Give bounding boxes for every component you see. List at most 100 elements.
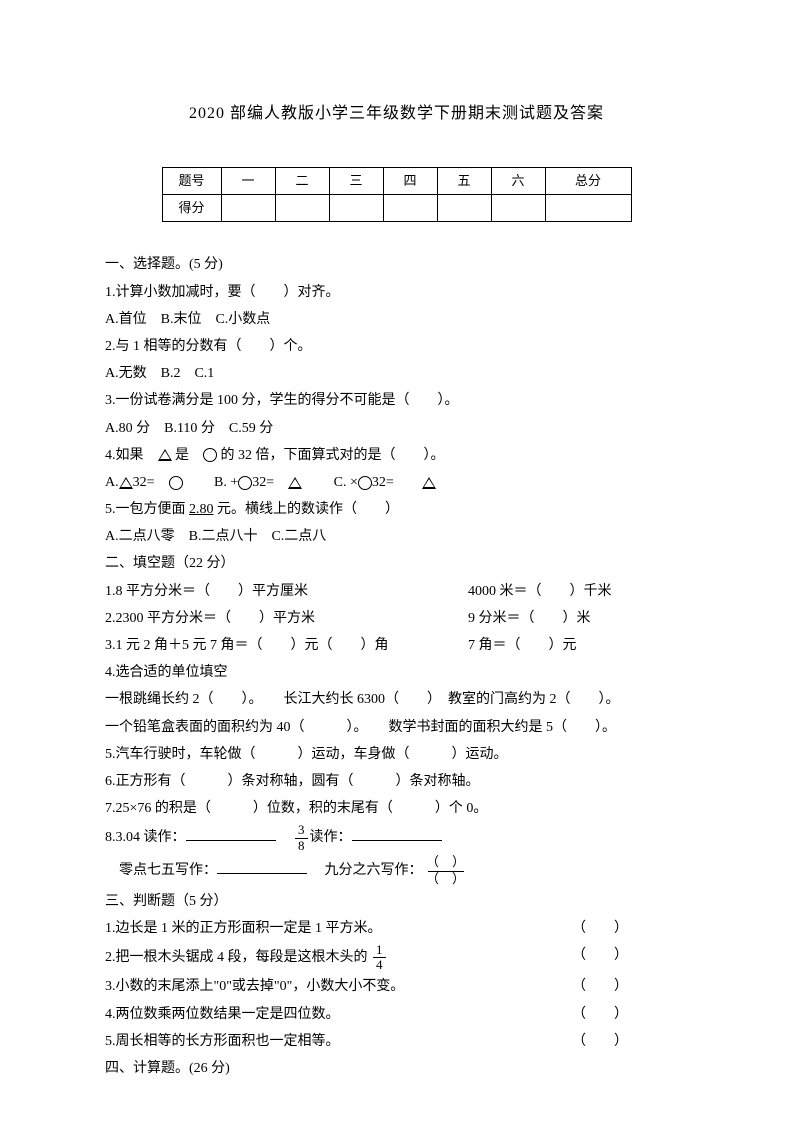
- fraction-blank-bot: （ ）: [426, 872, 465, 886]
- score-cell: [437, 195, 491, 222]
- text-part: 4.两位数乘两位数结果一定是四位数。: [105, 1007, 340, 1022]
- score-cell: [221, 195, 275, 222]
- page-title: 2020 部编人教版小学三年级数学下册期末测试题及答案: [105, 100, 688, 127]
- text-part: 1.8 平方分米＝（ ）平方厘米: [105, 579, 308, 604]
- question-text: 3.一份试卷满分是 100 分，学生的得分不可能是（ ）。: [105, 388, 688, 413]
- question-text: 2.把一根木头锯成 4 段，每段是这根木头的 14 （ ）: [105, 943, 688, 973]
- options-text: A.首位 B.末位 C.小数点: [105, 307, 688, 332]
- text-part: 零点七五写作：: [119, 863, 217, 878]
- fraction-num: 1: [373, 943, 386, 958]
- fraction-den: 4: [373, 958, 386, 972]
- header-cell: 一: [221, 168, 275, 195]
- question-text: 7.25×76 的积是（ ）位数，积的末尾有（ ）个 0。: [105, 796, 688, 821]
- fraction-num: 3: [295, 823, 308, 838]
- table-row: 得分: [162, 195, 631, 222]
- header-cell: 三: [329, 168, 383, 195]
- section-2: 二、填空题（22 分） 1.8 平方分米＝（ ）平方厘米 4000 米＝（ ）千…: [105, 551, 688, 886]
- text-part: 读作：: [310, 830, 352, 845]
- triangle-icon: [119, 477, 133, 489]
- text-part: A.: [105, 475, 119, 490]
- text-part: 32=: [372, 475, 408, 490]
- triangle-icon: [422, 477, 436, 489]
- text-part: 2.2300 平方分米＝（ ）平方米: [105, 606, 315, 631]
- text-part: 32=: [252, 475, 288, 490]
- question-text: 4.如果 是 的 32 倍，下面算式对的是（ ）。: [105, 443, 688, 468]
- triangle-icon: [158, 449, 172, 461]
- text-part: 九分之六写作：: [325, 863, 423, 878]
- section-heading: 三、判断题（5 分）: [105, 889, 688, 914]
- score-cell: [275, 195, 329, 222]
- text-part: 5.一包方便面: [105, 502, 189, 517]
- text-part: 9 分米＝（ ）米: [468, 606, 688, 631]
- text-part: B. +: [186, 475, 238, 490]
- score-cell: [329, 195, 383, 222]
- circle-icon: [238, 476, 252, 490]
- header-cell: 总分: [545, 168, 631, 195]
- question-text: 一个铅笔盒表面的面积约为 40（ ）。 数学书封面的面积大约是 5（ ）。: [105, 715, 688, 740]
- judge-blank: （ ）: [572, 916, 628, 941]
- score-table: 题号 一 二 三 四 五 六 总分 得分: [162, 167, 632, 222]
- question-text: 6.正方形有（ ）条对称轴，圆有（ ）条对称轴。: [105, 769, 688, 794]
- question-text: 4.两位数乘两位数结果一定是四位数。 （ ）: [105, 1002, 688, 1027]
- text-part: 4.如果: [105, 448, 158, 463]
- text-part: 8.3.04 读作：: [105, 830, 186, 845]
- header-cell: 题号: [162, 168, 221, 195]
- fraction-blank: （ ） （ ）: [426, 855, 465, 887]
- text-part: 4000 米＝（ ）千米: [468, 579, 688, 604]
- score-cell: [545, 195, 631, 222]
- fraction-den: 8: [295, 839, 308, 853]
- section-4: 四、计算题。(26 分): [105, 1056, 688, 1081]
- triangle-icon: [288, 477, 302, 489]
- text-part: 的 32 倍，下面算式对的是（ ）。: [221, 448, 445, 463]
- section-1: 一、选择题。(5 分) 1.计算小数加减时，要（ ）对齐。 A.首位 B.末位 …: [105, 252, 688, 549]
- options-text: A.二点八零 B.二点八十 C.二点八: [105, 524, 688, 549]
- text-part: 是: [175, 448, 203, 463]
- row-label-cell: 得分: [162, 195, 221, 222]
- question-text: 2.与 1 相等的分数有（ ）个。: [105, 334, 688, 359]
- question-text: 4.选合适的单位填空: [105, 660, 688, 685]
- header-cell: 二: [275, 168, 329, 195]
- text-part: 3.1 元 2 角＋5 元 7 角＝（ ）元（ ）角: [105, 633, 389, 658]
- header-cell: 四: [383, 168, 437, 195]
- fraction-blank-top: （ ）: [426, 855, 465, 869]
- judge-blank: （ ）: [572, 1002, 628, 1027]
- options-text: A.80 分 B.110 分 C.59 分: [105, 416, 688, 441]
- question-text: 2.2300 平方分米＝（ ）平方米 9 分米＝（ ）米: [105, 606, 688, 631]
- blank-line: [352, 825, 442, 841]
- circle-icon: [358, 476, 372, 490]
- text-part: C. ×: [306, 475, 358, 490]
- question-text: 一根跳绳长约 2（ ）。 长江大约长 6300（ ） 教室的门高约为 2（ ）。: [105, 687, 688, 712]
- question-text: 5.周长相等的长方形面积也一定相等。 （ ）: [105, 1029, 688, 1054]
- judge-blank: （ ）: [572, 943, 628, 968]
- question-text: 1.8 平方分米＝（ ）平方厘米 4000 米＝（ ）千米: [105, 579, 688, 604]
- header-cell: 五: [437, 168, 491, 195]
- score-cell: [491, 195, 545, 222]
- blank-line: [217, 858, 307, 874]
- question-text: 5.一包方便面 2.80 元。横线上的数读作（ ）: [105, 497, 688, 522]
- question-text: 8.3.04 读作： 38读作：: [105, 823, 688, 853]
- score-cell: [383, 195, 437, 222]
- circle-icon: [169, 476, 183, 490]
- question-text: 5.汽车行驶时，车轮做（ ）运动，车身做（ ）运动。: [105, 742, 688, 767]
- options-text: A.无数 B.2 C.1: [105, 361, 688, 386]
- header-cell: 六: [491, 168, 545, 195]
- table-row: 题号 一 二 三 四 五 六 总分: [162, 168, 631, 195]
- section-heading: 一、选择题。(5 分): [105, 252, 688, 277]
- text-part: 3.小数的末尾添上"0"或去掉"0"，小数大小不变。: [105, 979, 404, 994]
- judge-blank: （ ）: [572, 1029, 628, 1054]
- fraction: 38: [295, 823, 308, 853]
- question-text: 1.边长是 1 米的正方形面积一定是 1 平方米。 （ ）: [105, 916, 688, 941]
- fraction: 14: [373, 943, 386, 973]
- blank-line: [186, 825, 276, 841]
- circle-icon: [203, 448, 217, 462]
- section-3: 三、判断题（5 分） 1.边长是 1 米的正方形面积一定是 1 平方米。 （ ）…: [105, 889, 688, 1055]
- text-part: 7 角＝（ ）元: [468, 633, 688, 658]
- text-part: 1.边长是 1 米的正方形面积一定是 1 平方米。: [105, 921, 382, 936]
- section-heading: 二、填空题（22 分）: [105, 551, 688, 576]
- question-text: 1.计算小数加减时，要（ ）对齐。: [105, 280, 688, 305]
- options-text: A.32= B. +32= C. ×32=: [105, 470, 688, 495]
- judge-blank: （ ）: [572, 974, 628, 999]
- section-heading: 四、计算题。(26 分): [105, 1056, 688, 1081]
- question-text: 零点七五写作： 九分之六写作： （ ） （ ）: [105, 855, 688, 887]
- underlined-value: 2.80: [189, 502, 214, 517]
